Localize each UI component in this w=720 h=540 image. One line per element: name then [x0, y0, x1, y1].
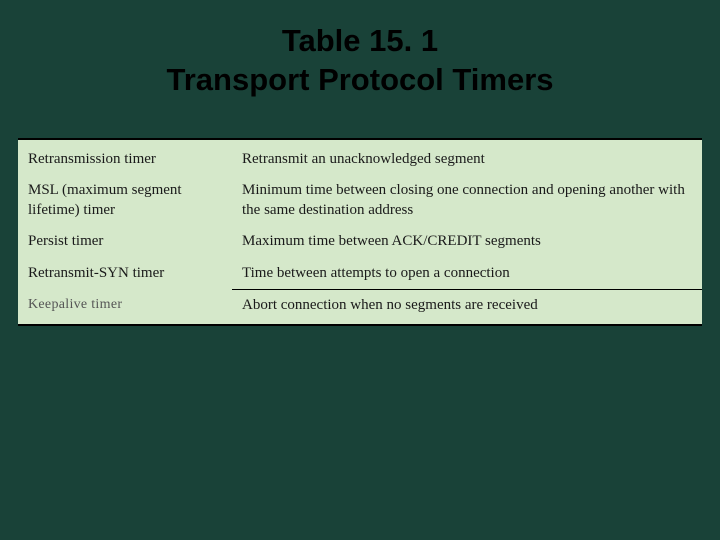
- table-row: Retransmit-SYN timer Time between attemp…: [18, 258, 702, 290]
- timer-name: Keepalive timer: [18, 290, 232, 322]
- slide: Table 15. 1 Transport Protocol Timers Re…: [0, 0, 720, 540]
- timer-name: MSL (maximum segment lifetime) timer: [18, 175, 232, 226]
- table-row: Keepalive timer Abort connection when no…: [18, 290, 702, 322]
- timer-desc: Maximum time between ACK/CREDIT segments: [232, 226, 702, 258]
- timer-desc: Time between attempts to open a connecti…: [232, 258, 702, 290]
- timer-desc: Abort connection when no segments are re…: [232, 290, 702, 322]
- timer-name: Retransmit-SYN timer: [18, 258, 232, 290]
- timer-name: Persist timer: [18, 226, 232, 258]
- timer-name: Retransmission timer: [18, 144, 232, 176]
- table: Retransmission timer Retransmit an unack…: [18, 144, 702, 322]
- timer-desc: Minimum time between closing one connect…: [232, 175, 702, 226]
- title-line-1: Table 15. 1: [0, 22, 720, 61]
- table-row: Retransmission timer Retransmit an unack…: [18, 144, 702, 176]
- table-row: MSL (maximum segment lifetime) timer Min…: [18, 175, 702, 226]
- timers-table: Retransmission timer Retransmit an unack…: [18, 138, 702, 326]
- timer-desc: Retransmit an unacknowledged segment: [232, 144, 702, 176]
- table-row: Persist timer Maximum time between ACK/C…: [18, 226, 702, 258]
- slide-title: Table 15. 1 Transport Protocol Timers: [0, 22, 720, 100]
- title-line-2: Transport Protocol Timers: [0, 61, 720, 100]
